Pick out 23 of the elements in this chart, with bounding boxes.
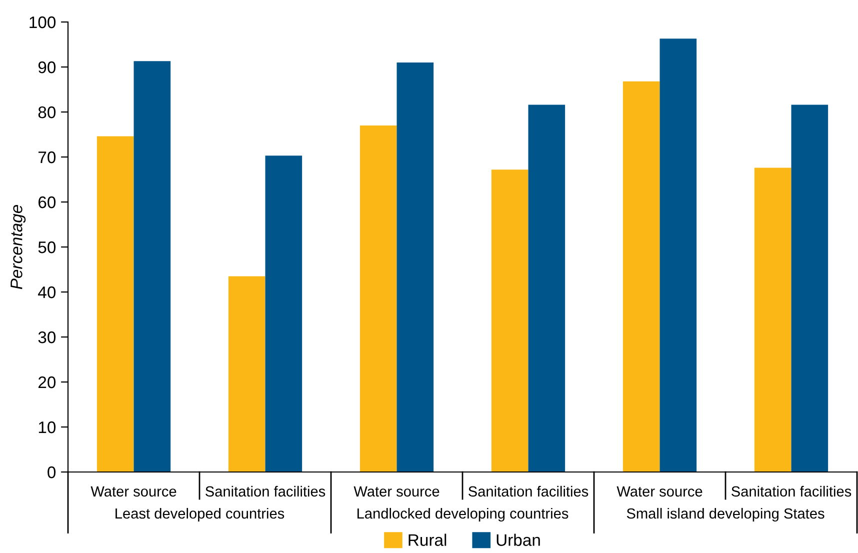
y-tick-label: 0 bbox=[48, 466, 56, 478]
y-tick-label: 80 bbox=[38, 106, 56, 118]
x-tick-label: Sanitation facilities bbox=[468, 486, 588, 497]
y-tick-label: 50 bbox=[38, 241, 56, 254]
y-tick-label: 10 bbox=[38, 421, 56, 434]
y-tick-label: 40 bbox=[38, 286, 56, 298]
text: Least developed countries bbox=[116, 508, 284, 522]
y-tick-label: 20 bbox=[38, 376, 56, 388]
y-tick-label: 70 bbox=[38, 151, 56, 164]
y-tick-label: 100 bbox=[30, 16, 56, 28]
text: Landlocked developing countries bbox=[357, 508, 568, 522]
y-tick-label: 30 bbox=[38, 331, 56, 344]
y-tick-label: 90 bbox=[38, 61, 56, 74]
y-axis-title: Percentage bbox=[10, 204, 26, 290]
x-tick-label: Sanitation facilities bbox=[206, 486, 326, 497]
legend-label: Rural bbox=[408, 534, 446, 546]
legend-label: Urban bbox=[496, 534, 540, 546]
x-tick-label: Water source bbox=[354, 486, 440, 497]
x-tick-label: Water source bbox=[90, 486, 176, 497]
text: Small island developing States bbox=[626, 508, 824, 522]
y-tick-label: 60 bbox=[38, 196, 56, 208]
x-tick-label: Sanitation facilities bbox=[732, 486, 852, 497]
x-tick-label: Water source bbox=[616, 486, 702, 497]
